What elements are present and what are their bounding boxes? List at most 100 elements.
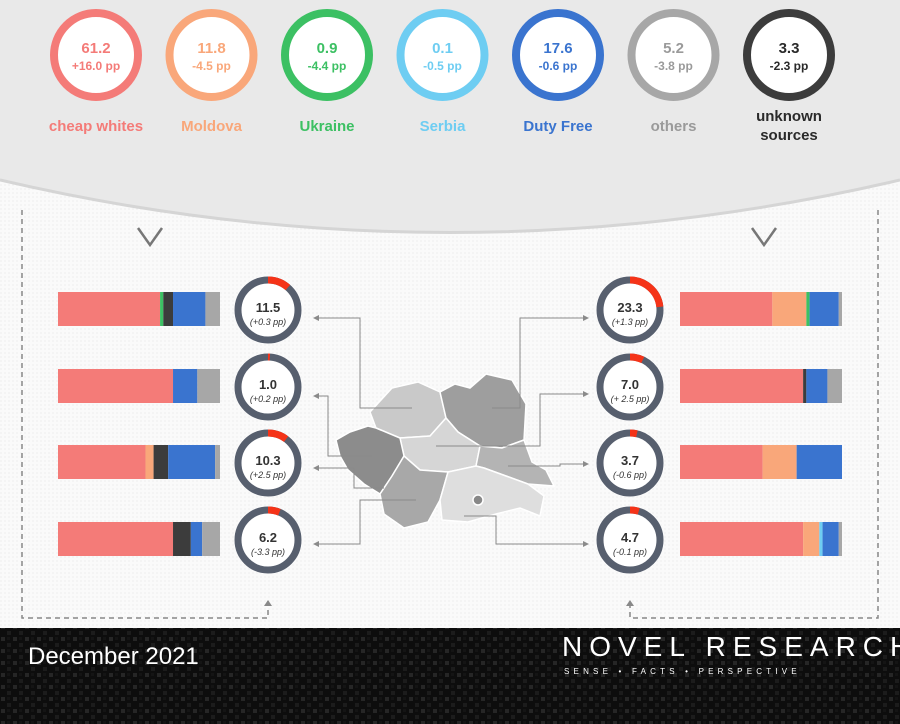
share-ring [743, 9, 835, 101]
brand-tagline: SENSE • FACTS • PERSPECTIVE [564, 667, 801, 676]
share-label: Duty Free [523, 118, 592, 135]
share-disc [745, 11, 833, 99]
share-delta: -0.5 pp [423, 59, 462, 73]
donut-disc [596, 429, 664, 497]
share-ring [512, 9, 604, 101]
bar-segment-unknown-sources [163, 292, 174, 326]
region-share-value: 6.2 [259, 530, 277, 545]
bar-segment-duty-free [809, 292, 839, 326]
share-disc [398, 11, 487, 99]
share-value: 0.9 [317, 40, 338, 57]
bar-segment-others [197, 369, 220, 403]
share-delta: -2.3 pp [770, 59, 809, 73]
chevron-down-icon [136, 227, 164, 248]
bar-segment-others [215, 445, 220, 479]
share-label: Moldova [181, 118, 242, 135]
share-ring [281, 9, 373, 101]
region-share-delta: (+0.2 pp) [250, 394, 286, 404]
share-delta: -4.4 pp [308, 59, 347, 73]
region-right-4: 4.7 (-0.1 pp) [596, 506, 842, 574]
bar-segment-cheap-whites [680, 522, 804, 556]
bar-segment-duty-free [190, 522, 203, 556]
bar-segment-duty-free [173, 369, 198, 403]
share-disc [167, 11, 256, 99]
region-share-delta: (-0.6 pp) [613, 470, 647, 480]
region-share-delta: (+2.5 pp) [250, 470, 286, 480]
region-share-value: 10.3 [255, 453, 280, 468]
bar-segment-cheap-whites [680, 292, 773, 326]
dashed-frame [21, 210, 879, 619]
national-shares: 61.2 +16.0 pp cheap whites 11.8 -4.5 pp Moldo… [49, 9, 835, 144]
share-label: Serbia [420, 118, 467, 135]
national-share-ukraine: 0.9 -4.4 pp Ukraine [281, 9, 373, 135]
bar-segment-duty-free [168, 445, 216, 479]
share-label: Ukraine [299, 118, 354, 135]
bar-segment-others [202, 522, 220, 556]
share-ring [50, 9, 142, 101]
bar-segment-serbia [819, 522, 823, 556]
national-share-serbia: 0.1 -0.5 pp Serbia [396, 9, 489, 135]
bar-segment-others [827, 369, 842, 403]
bar-segment-unknown-sources [173, 522, 191, 556]
bar-segment-unknown-sources [803, 369, 807, 403]
share-value: 3.3 [779, 40, 800, 57]
bar-segment-others [205, 292, 220, 326]
donut-share-arc [596, 353, 664, 421]
region-share-delta: (+0.3 pp) [250, 317, 286, 327]
share-label: others [651, 118, 697, 135]
share-disc [52, 11, 140, 99]
frame-arrow-left [264, 600, 272, 606]
region-share-delta: (-3.3 pp) [251, 547, 285, 557]
donut-disc [234, 353, 302, 421]
region-share-delta: (-0.1 pp) [613, 547, 647, 557]
share-value: 11.8 [197, 40, 225, 57]
bar-segment-cheap-whites [58, 292, 161, 326]
bar-segment-cheap-whites [58, 369, 174, 403]
national-share-duty-free: 17.6 -0.6 pp Duty Free [512, 9, 604, 135]
share-ring [627, 9, 720, 101]
share-disc [514, 11, 602, 99]
bar-segment-duty-free [822, 522, 839, 556]
region-right-1: 23.3 (+1.3 pp) [596, 276, 842, 344]
share-ring [165, 9, 258, 101]
connectors [313, 315, 589, 547]
bar-segment-unknown-sources [153, 445, 169, 479]
national-share-cheap-whites: 61.2 +16.0 pp cheap whites [49, 9, 143, 135]
bar-segment-moldova [762, 445, 797, 479]
brand-logo: NOVEL RESEARCH [562, 631, 900, 662]
share-delta: -4.5 pp [192, 59, 231, 73]
region-share-value: 23.3 [617, 300, 642, 315]
capital-marker [472, 494, 484, 506]
chevron-down-icon [750, 227, 778, 248]
region-right-3: 3.7 (-0.6 pp) [596, 429, 842, 497]
share-label: sources [760, 127, 818, 144]
frame-arrow-right [626, 600, 634, 606]
donut-disc [596, 506, 664, 574]
region-share-value: 3.7 [621, 453, 639, 468]
share-value: 61.2 [81, 40, 110, 57]
share-disc [629, 11, 718, 99]
region-right-2: 7.0 (+ 2.5 pp) [596, 353, 842, 421]
donut-share-arc [596, 429, 664, 497]
bar-segment-duty-free [806, 369, 828, 403]
bar-segment-ukraine [806, 292, 810, 326]
donut-disc [596, 353, 664, 421]
region-left-1: 11.5 (+0.3 pp) [58, 276, 302, 344]
region-left-3: 10.3 (+2.5 pp) [58, 429, 302, 497]
donut-share-arc [234, 429, 302, 497]
national-share-unknown-sources: 3.3 -2.3 pp unknown sources [743, 9, 835, 144]
donut-disc [234, 429, 302, 497]
bar-segment-others [838, 292, 842, 326]
bar-segment-ukraine [160, 292, 164, 326]
region-share-value: 7.0 [621, 377, 639, 392]
share-delta: +16.0 pp [72, 59, 120, 73]
share-disc [283, 11, 371, 99]
bar-segment-duty-free [173, 292, 206, 326]
donut-share-arc [234, 353, 302, 421]
region-share-delta: (+1.3 pp) [612, 317, 648, 327]
region-share-value: 4.7 [621, 530, 639, 545]
region-left-4: 6.2 (-3.3 pp) [58, 506, 302, 574]
donut-share-arc [596, 276, 664, 344]
share-value: 5.2 [663, 40, 684, 57]
